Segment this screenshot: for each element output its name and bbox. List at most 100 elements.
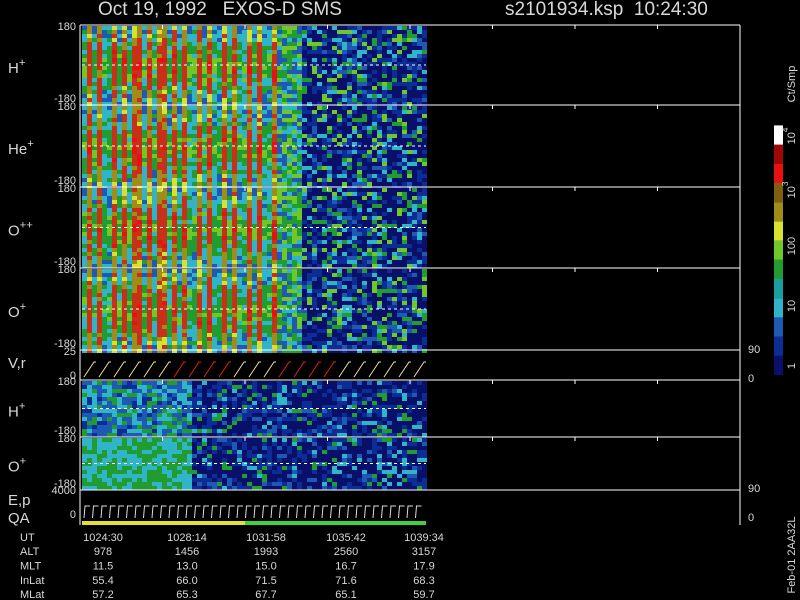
spectrogram-cell (182, 212, 187, 216)
spectrogram-cell (402, 252, 407, 256)
spectrogram-cell (117, 78, 122, 82)
spectrogram-cell (222, 200, 227, 204)
spectrogram-cell (92, 146, 97, 150)
spectrogram-cell (152, 256, 157, 260)
spectrogram-cell (317, 102, 322, 106)
spectrogram-cell (112, 293, 117, 297)
spectrogram-cell (202, 341, 207, 345)
spectrogram-cell (392, 244, 397, 248)
spectrogram-cell (227, 142, 232, 146)
spectrogram-cell (217, 192, 222, 196)
spectrogram-cell (377, 90, 382, 94)
spectrogram-cell (122, 345, 127, 349)
spectrogram-cell (422, 118, 427, 122)
spectrogram-cell (322, 208, 327, 212)
spectrogram-cell (322, 166, 327, 170)
spectrogram-cell (362, 170, 367, 174)
spectrogram-cell (392, 42, 397, 46)
spectrogram-cell (107, 188, 112, 192)
spectrogram-cell (197, 208, 202, 212)
spectrogram-cell (287, 78, 292, 82)
spectrogram-cell (222, 30, 227, 34)
spectrogram-cell (187, 321, 192, 325)
spectrogram-cell (127, 158, 132, 162)
spectrogram-cell (217, 86, 222, 90)
spectrogram-cell (372, 240, 377, 244)
spectrogram-cell (117, 240, 122, 244)
spectrogram-cell (382, 118, 387, 122)
spectrogram-cell (282, 134, 287, 138)
spectrogram-cell (312, 174, 317, 178)
spectrogram-cell (197, 182, 202, 186)
spectrogram-cell (162, 138, 167, 142)
spectrogram-cell (87, 26, 92, 30)
spectrogram-cell (352, 208, 357, 212)
spectrogram-cell (337, 188, 342, 192)
spectrogram-cell (217, 269, 222, 273)
spectrogram-cell (397, 224, 402, 228)
spectrogram-cell (337, 90, 342, 94)
spectrogram-cell (327, 38, 332, 42)
spectrogram-cell (332, 244, 337, 248)
spectrogram-cell (227, 158, 232, 162)
spectrogram-cell (312, 162, 317, 166)
spectrogram-cell (397, 260, 402, 264)
spectrogram-cell (387, 236, 392, 240)
spectrogram-cell (272, 196, 277, 200)
spectrogram-cell (217, 228, 222, 232)
spectrogram-cell (207, 66, 212, 70)
spectrogram-cell (307, 70, 312, 74)
spectrogram-cell (107, 244, 112, 248)
spectrogram-cell (392, 196, 397, 200)
spectrogram-cell (307, 86, 312, 90)
spectrogram-cell (392, 94, 397, 98)
spectrogram-cell (277, 66, 282, 70)
spectrogram-cell (267, 232, 272, 236)
spectrogram-cell (262, 244, 267, 248)
spectrogram-cell (312, 46, 317, 50)
spectrogram-cell (312, 34, 317, 38)
spectrogram-cell (377, 118, 382, 122)
spectrogram-cell (377, 66, 382, 70)
spectrogram-cell (247, 196, 252, 200)
spectrogram-cell (202, 50, 207, 54)
spectrogram-cell (367, 78, 372, 82)
spectrogram-cell (157, 142, 162, 146)
spectrogram-cell (82, 309, 87, 313)
spectrogram-cell (187, 90, 192, 94)
spectrogram-cell (372, 162, 377, 166)
spectrogram-cell (157, 188, 162, 192)
spectrogram-cell (242, 134, 247, 138)
spectrogram-cell (317, 244, 322, 248)
spectrogram-cell (347, 142, 352, 146)
spectrogram-cell (177, 66, 182, 70)
spectrogram-cell (157, 325, 162, 329)
spectrogram-cell (212, 200, 217, 204)
spectrogram-cell (87, 228, 92, 232)
spectrogram-cell (192, 106, 197, 110)
spectrogram-cell (302, 208, 307, 212)
spectrogram-cell (92, 118, 97, 122)
spectrogram-cell (367, 138, 372, 142)
spectrogram-cell (172, 232, 177, 236)
spectrogram-cell (127, 293, 132, 297)
spectrogram-cell (302, 42, 307, 46)
spectrogram-cell (107, 345, 112, 349)
spectrogram-cell (302, 204, 307, 208)
spectrogram-cell (127, 305, 132, 309)
spectrogram-cell (152, 150, 157, 154)
spectrogram-cell (102, 114, 107, 118)
spectrogram-cell (327, 50, 332, 54)
spectrogram-cell (412, 150, 417, 154)
spectrogram-cell (197, 285, 202, 289)
spectrogram-cell (237, 78, 242, 82)
spectrogram-cell (232, 82, 237, 86)
spectrogram-cell (277, 216, 282, 220)
spectrogram-cell (247, 54, 252, 58)
spectrogram-cell (207, 106, 212, 110)
spectrogram-cell (167, 289, 172, 293)
spectrogram-cell (172, 178, 177, 182)
spectrogram-cell (252, 252, 257, 256)
spectrogram-cell (312, 178, 317, 182)
spectrogram-cell (177, 166, 182, 170)
